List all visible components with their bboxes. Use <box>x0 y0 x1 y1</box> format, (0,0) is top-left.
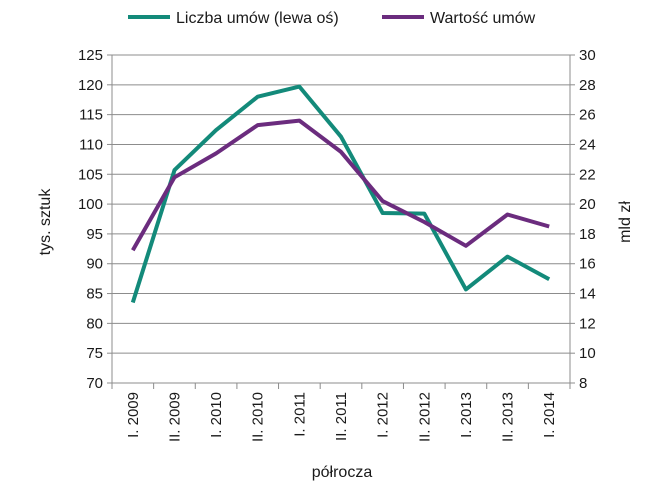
y-left-tick-label: 105 <box>78 166 103 183</box>
x-tick-label: II. 2009 <box>166 392 183 442</box>
left-axis-ticks: 70 75 80 85 90 95 100 105 110 115 120 125 <box>78 47 112 392</box>
x-tick-label: II. 2012 <box>416 392 433 442</box>
series-line-count <box>130 84 551 304</box>
x-tick-label: I. 2014 <box>541 392 558 438</box>
y-right-tick-label: 22 <box>579 166 596 183</box>
right-axis-ticks: 8 10 12 14 16 18 20 22 24 26 28 30 <box>570 47 596 392</box>
y-right-tick-label: 28 <box>579 77 596 94</box>
y-left-tick-label: 120 <box>78 77 103 94</box>
x-tick-label: I. 2012 <box>375 392 392 438</box>
x-tick-label: I. 2010 <box>208 392 225 438</box>
y-right-tick-label: 26 <box>579 107 596 124</box>
legend-label-count: Liczba umów (lewa oś) <box>176 10 339 27</box>
y-left-tick-label: 100 <box>78 196 103 213</box>
x-tick-label: I. 2011 <box>291 392 308 437</box>
series-lines <box>130 84 551 304</box>
x-axis-ticks: I. 2009 II. 2009 I. 2010 II. 2010 I. 2011 II.… <box>111 383 571 442</box>
y-right-tick-label: 16 <box>579 256 596 273</box>
y-left-tick-label: 95 <box>86 226 103 243</box>
y-right-tick-label: 10 <box>579 345 596 362</box>
y-left-tick-label: 85 <box>86 286 103 303</box>
legend: Liczba umów (lewa oś) Wartość umów <box>128 10 536 27</box>
x-axis-title: półrocza <box>312 464 373 481</box>
x-tick-label: II. 2010 <box>250 392 267 442</box>
y-right-tick-label: 20 <box>579 196 596 213</box>
gridlines <box>112 54 570 384</box>
y-left-tick-label: 125 <box>78 47 103 64</box>
y-left-tick-label: 115 <box>79 107 103 124</box>
x-tick-label: I. 2009 <box>125 392 142 438</box>
y-axis-right-title: mld zł <box>617 201 634 243</box>
y-right-tick-label: 14 <box>579 286 596 303</box>
y-right-tick-label: 30 <box>579 47 596 64</box>
y-left-tick-label: 90 <box>86 256 103 273</box>
x-tick-label: I. 2013 <box>458 392 475 438</box>
y-left-tick-label: 110 <box>79 136 103 153</box>
y-right-tick-label: 24 <box>579 136 596 153</box>
y-right-tick-label: 18 <box>579 226 596 243</box>
legend-label-value: Wartość umów <box>430 10 536 27</box>
y-axis-left-title: tys. sztuk <box>37 188 54 256</box>
y-right-tick-label: 8 <box>579 375 587 392</box>
axes <box>111 55 571 384</box>
x-tick-label: II. 2011 <box>333 392 350 441</box>
y-left-tick-label: 75 <box>86 345 103 362</box>
y-right-tick-label: 12 <box>579 315 596 332</box>
y-left-tick-label: 70 <box>86 375 103 392</box>
y-left-tick-label: 80 <box>86 315 103 332</box>
x-tick-label: II. 2013 <box>500 392 517 442</box>
